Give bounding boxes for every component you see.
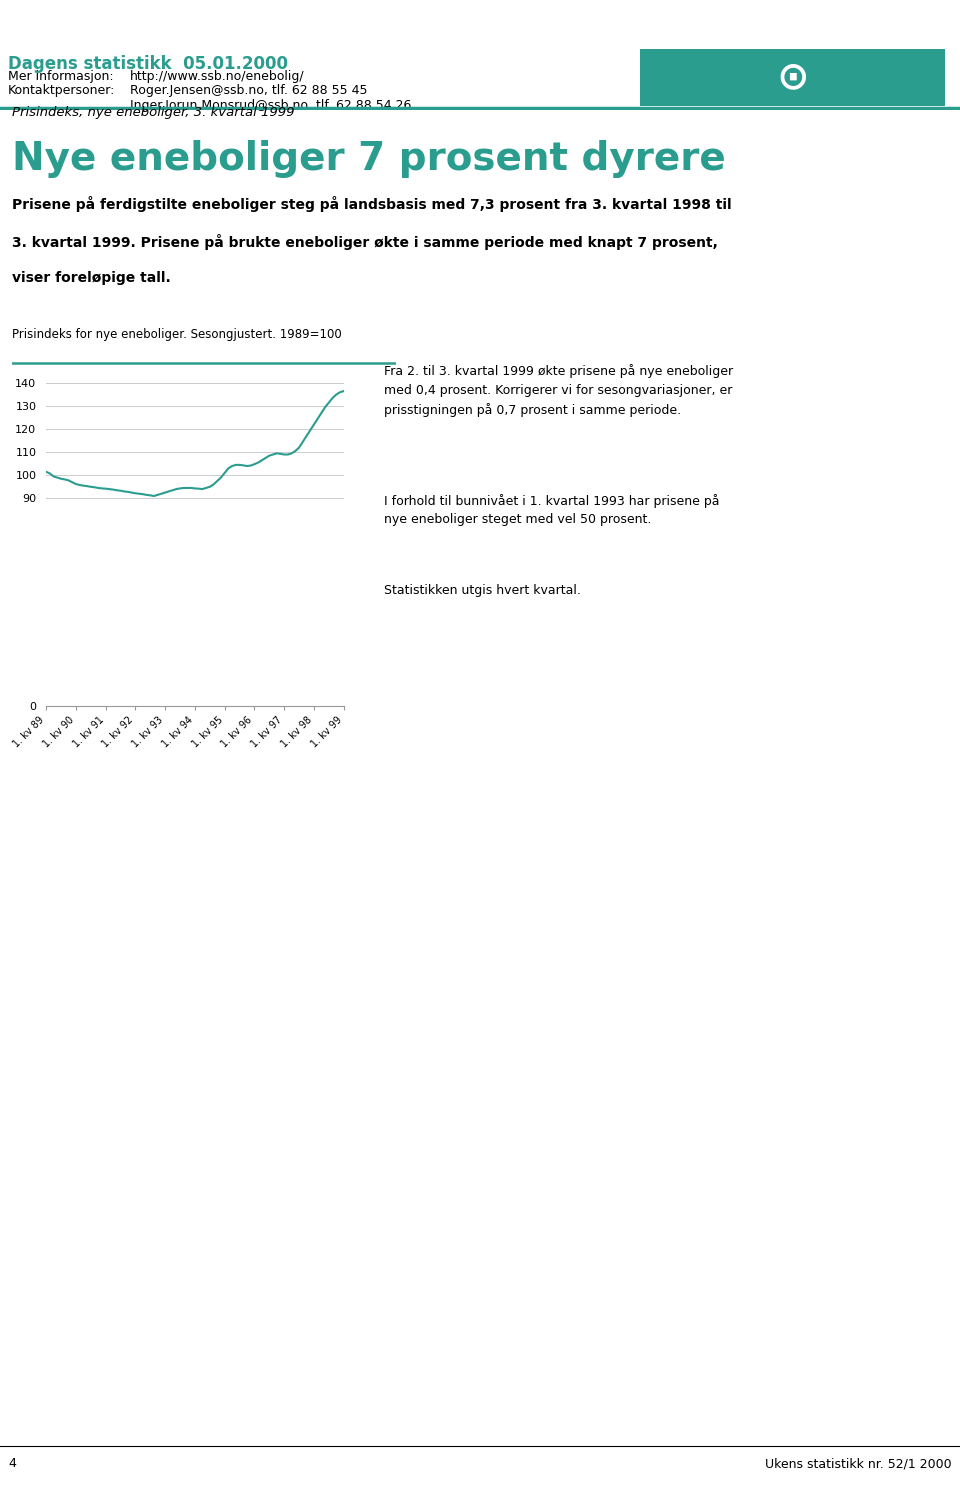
Text: 3. kvartal 1999. Prisene på brukte eneboliger økte i samme periode med knapt 7 p: 3. kvartal 1999. Prisene på brukte enebo… — [12, 233, 717, 250]
Text: Prisindeks for nye eneboliger. Sesongjustert. 1989=100: Prisindeks for nye eneboliger. Sesongjus… — [12, 328, 341, 340]
Text: 4: 4 — [8, 1458, 16, 1470]
Text: Ukens statistikk nr. 52/1 2000: Ukens statistikk nr. 52/1 2000 — [765, 1458, 952, 1470]
Text: Inger.Jorun.Monsrud@ssb.no, tlf. 62 88 54 26: Inger.Jorun.Monsrud@ssb.no, tlf. 62 88 5… — [130, 98, 412, 111]
Text: Nye eneboliger 7 prosent dyrere: Nye eneboliger 7 prosent dyrere — [12, 140, 725, 178]
Text: Prisindeks, nye eneboliger, 3. kvartal 1999: Prisindeks, nye eneboliger, 3. kvartal 1… — [12, 106, 294, 119]
Text: Dagens statistikk  05.01.2000: Dagens statistikk 05.01.2000 — [8, 55, 288, 73]
Text: viser foreløpige tall.: viser foreløpige tall. — [12, 270, 170, 285]
Text: Kontaktpersoner:: Kontaktpersoner: — [8, 85, 115, 98]
Text: ⊙: ⊙ — [777, 58, 809, 97]
Text: http://www.ssb.no/enebolig/: http://www.ssb.no/enebolig/ — [130, 70, 304, 83]
Bar — [640, 49, 945, 106]
Text: Fra 2. til 3. kvartal 1999 økte prisene på nye eneboliger
med 0,4 prosent. Korri: Fra 2. til 3. kvartal 1999 økte prisene … — [384, 364, 733, 416]
Text: Prisene på ferdigstilte eneboliger steg på landsbasis med 7,3 prosent fra 3. kva: Prisene på ferdigstilte eneboliger steg … — [12, 196, 732, 212]
Text: Statistikken utgis hvert kvartal.: Statistikken utgis hvert kvartal. — [384, 584, 581, 597]
Text: I forhold til bunnivået i 1. kvartal 1993 har prisene på
nye eneboliger steget m: I forhold til bunnivået i 1. kvartal 199… — [384, 493, 719, 526]
Text: Mer informasjon:: Mer informasjon: — [8, 70, 113, 83]
Text: Roger.Jensen@ssb.no, tlf. 62 88 55 45: Roger.Jensen@ssb.no, tlf. 62 88 55 45 — [130, 85, 368, 98]
